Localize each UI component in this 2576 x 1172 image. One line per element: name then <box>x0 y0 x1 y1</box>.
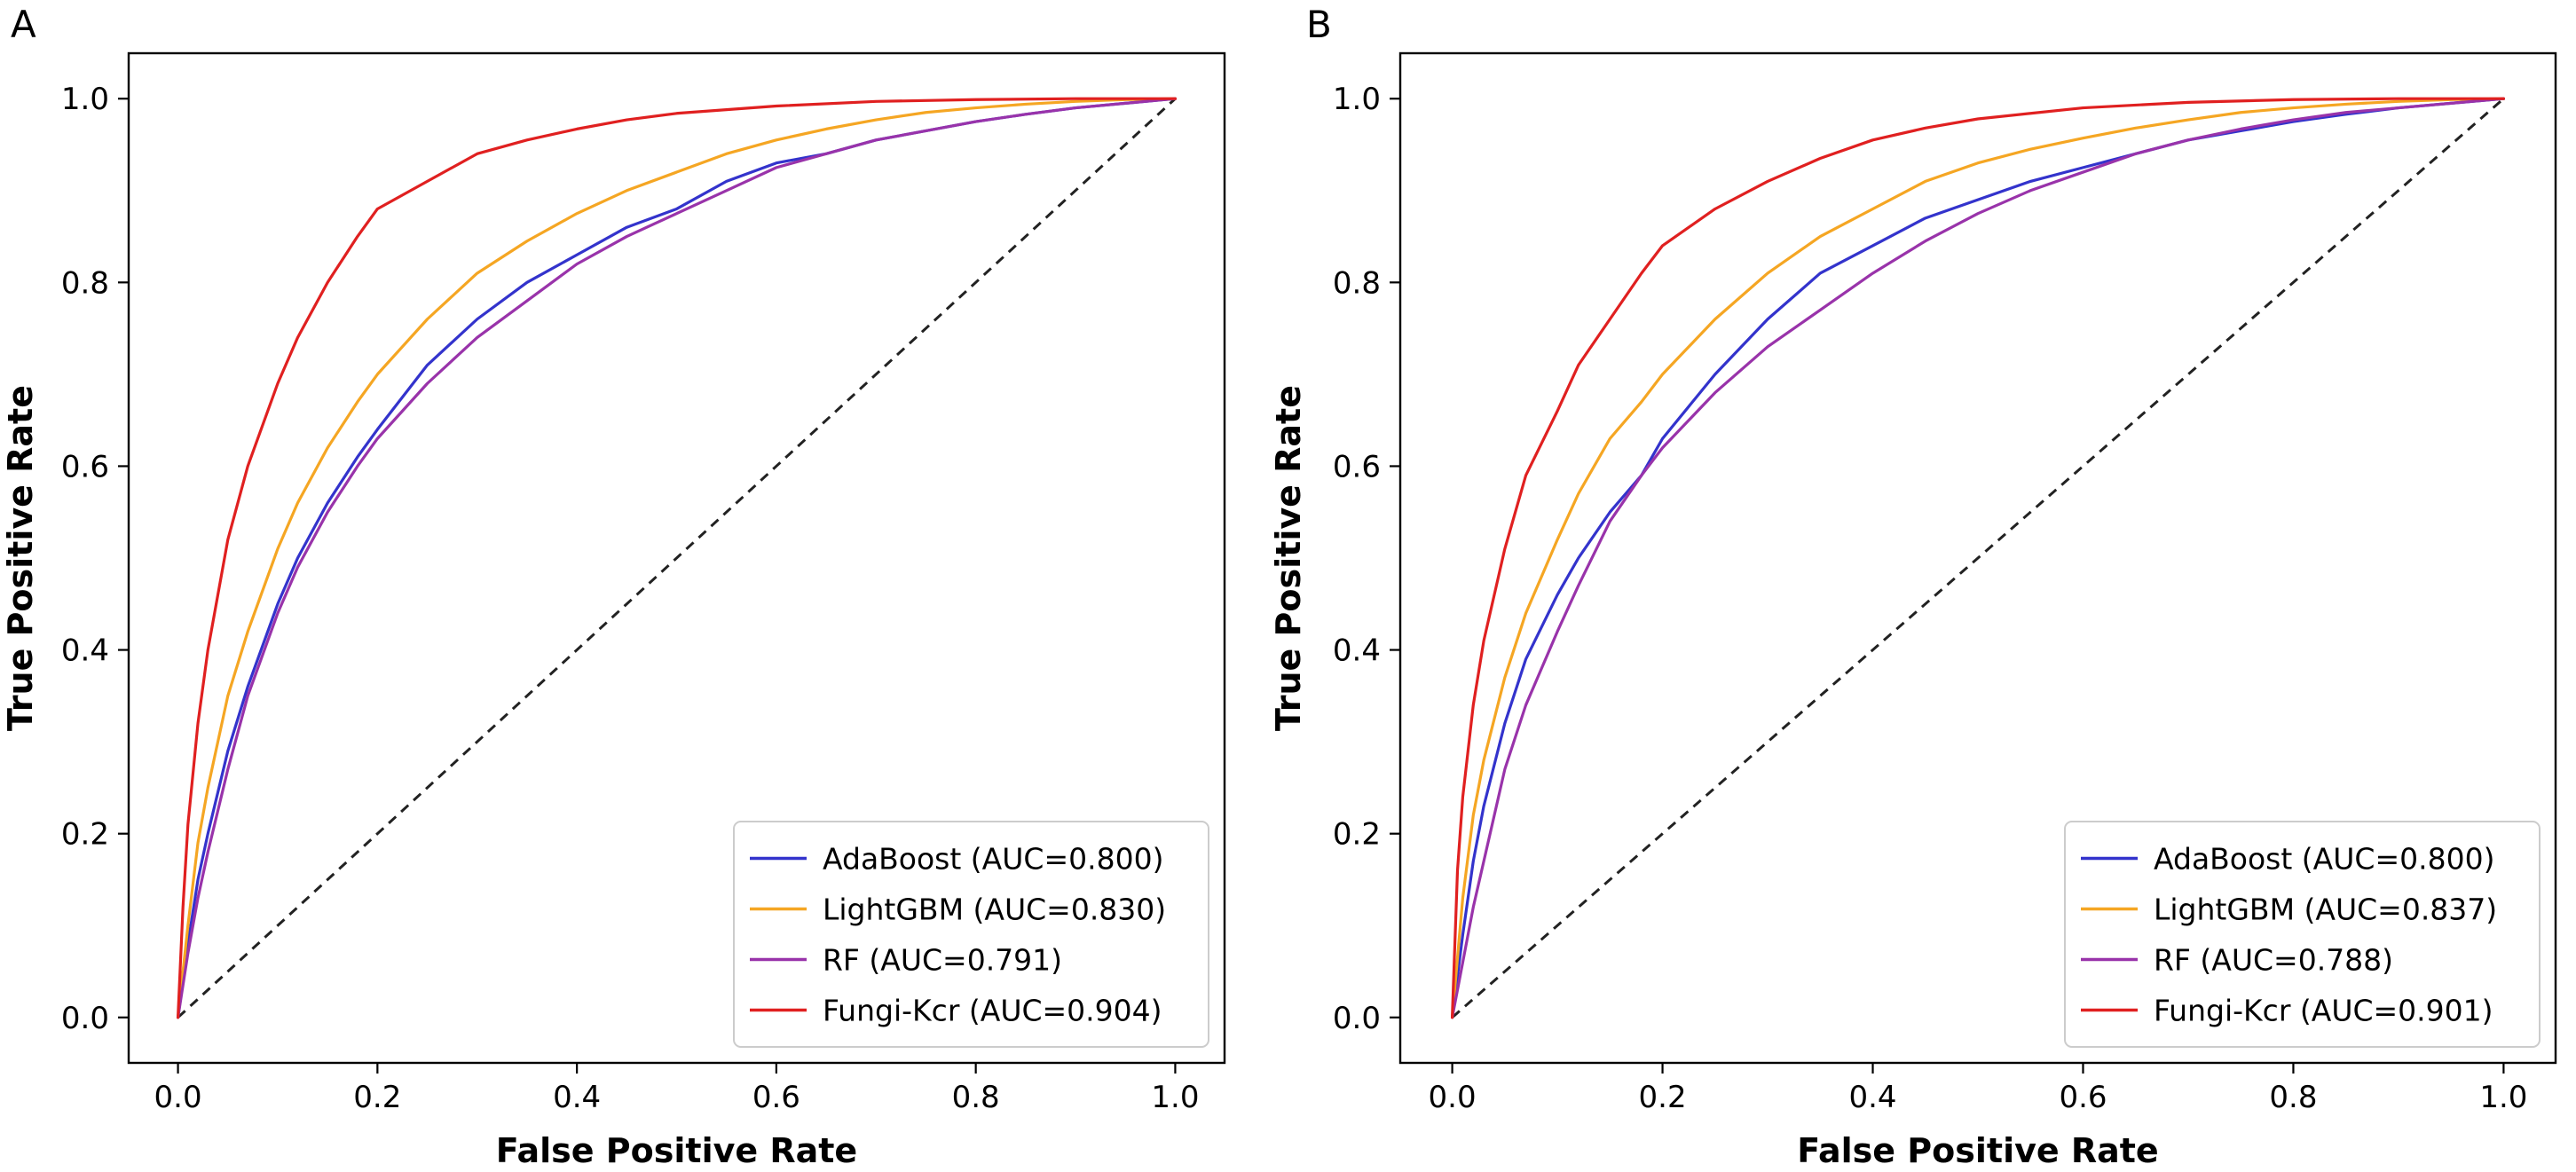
legend: AdaBoost (AUC=0.800) LightGBM (AUC=0.830)… <box>733 821 1209 1048</box>
x-tick-label: 0.0 <box>1429 1080 1477 1115</box>
x-tick-label: 0.0 <box>154 1080 202 1115</box>
x-axis-title: False Positive Rate <box>1797 1131 2158 1170</box>
roc-curve-series-1 <box>1450 97 2506 1019</box>
panel-label: B <box>1306 3 1332 46</box>
diagonal-reference-line <box>177 98 1177 1019</box>
x-tick-label: 0.4 <box>553 1080 601 1115</box>
panel-a: A 0.0 0.2 0.4 0.6 0.8 1.0 0.0 0.2 0.4 0.6 0.8 1.0 Fal… <box>1 3 1226 1170</box>
legend-label-series-2: RF (AUC=0.791) <box>823 943 1062 978</box>
axes-frame <box>1398 51 2557 1065</box>
x-tick-label: 1.0 <box>1151 1080 1199 1115</box>
x-tick-label: 0.8 <box>2269 1080 2317 1115</box>
y-tick-label: 0.0 <box>1333 1001 1381 1036</box>
roc-curve-series-1 <box>176 97 1178 1019</box>
y-tick-label: 1.0 <box>1333 82 1381 117</box>
x-tick-label: 0.6 <box>752 1080 800 1115</box>
x-tick-label: 0.4 <box>1848 1080 1896 1115</box>
legend-box <box>2064 821 2541 1048</box>
x-tick-label: 0.2 <box>353 1080 401 1115</box>
legend-box <box>733 821 1209 1048</box>
legend-label-series-1: LightGBM (AUC=0.837) <box>2154 893 2497 927</box>
y-axis-title: True Positive Rate <box>1 385 40 731</box>
x-tick-label: 1.0 <box>2479 1080 2527 1115</box>
y-tick-label: 0.0 <box>61 1001 109 1036</box>
y-tick-label: 1.0 <box>61 82 109 117</box>
y-tick-label: 0.2 <box>61 817 109 853</box>
roc-curve-series-3 <box>176 97 1178 1019</box>
x-tick-label: 0.6 <box>2059 1080 2107 1115</box>
roc-curve-series-3 <box>1450 97 2506 1019</box>
y-tick-label: 0.6 <box>1333 449 1381 484</box>
axes-frame <box>127 51 1226 1065</box>
y-tick-label: 0.6 <box>61 449 109 484</box>
legend: AdaBoost (AUC=0.800) LightGBM (AUC=0.837)… <box>2064 821 2541 1048</box>
panel-label: A <box>11 3 36 46</box>
legend-label-series-0: AdaBoost (AUC=0.800) <box>2154 842 2494 877</box>
panel-b: B 0.0 0.2 0.4 0.6 0.8 1.0 0.0 0.2 0.4 0.6 0.8 1.0 Fal… <box>1269 3 2557 1170</box>
legend-label-series-1: LightGBM (AUC=0.830) <box>823 893 1166 927</box>
y-axis-title: True Positive Rate <box>1269 385 1308 731</box>
y-tick-label: 0.8 <box>1333 265 1381 301</box>
x-tick-label: 0.2 <box>1639 1080 1687 1115</box>
x-tick-label: 0.8 <box>952 1080 1000 1115</box>
diagonal-reference-line <box>1451 98 2505 1019</box>
legend-label-series-3: Fungi-Kcr (AUC=0.904) <box>823 994 1162 1028</box>
series-curves <box>176 97 1178 1019</box>
x-axis-title: False Positive Rate <box>496 1131 857 1170</box>
legend-label-series-2: RF (AUC=0.788) <box>2154 943 2393 978</box>
roc-curve-series-2 <box>176 97 1178 1019</box>
series-curves <box>1450 97 2506 1019</box>
y-tick-label: 0.4 <box>1333 633 1381 669</box>
roc-curve-series-2 <box>1450 97 2506 1019</box>
y-tick-label: 0.4 <box>61 633 109 669</box>
y-tick-label: 0.2 <box>1333 817 1381 853</box>
legend-label-series-3: Fungi-Kcr (AUC=0.901) <box>2154 994 2493 1028</box>
roc-curve-series-0 <box>1450 97 2506 1019</box>
legend-label-series-0: AdaBoost (AUC=0.800) <box>823 842 1163 877</box>
y-tick-label: 0.8 <box>61 265 109 301</box>
